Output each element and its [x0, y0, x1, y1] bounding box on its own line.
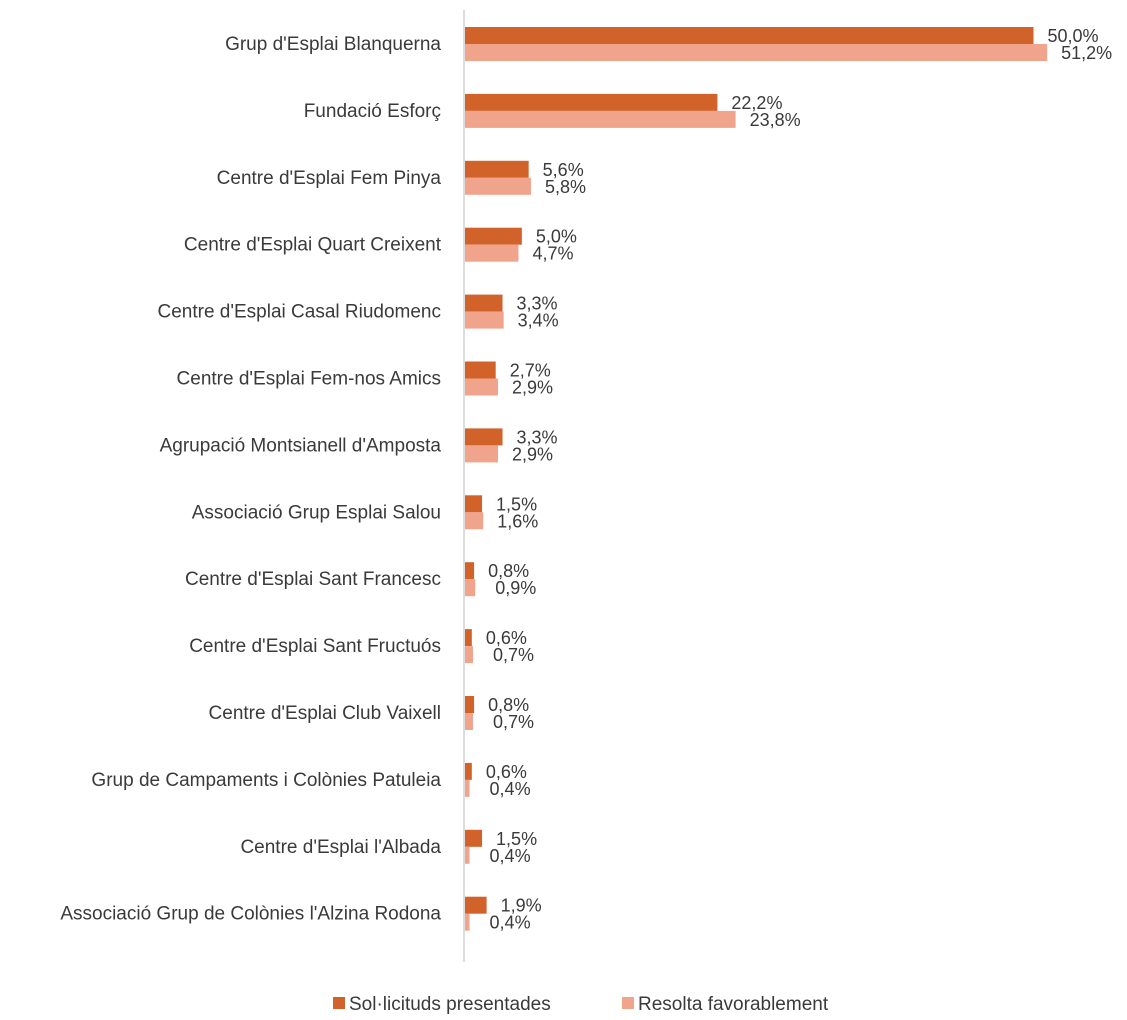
bar-resolta — [465, 512, 484, 530]
bar-presentades — [465, 562, 475, 580]
data-label: 0,7% — [493, 645, 534, 665]
data-label: 1,5% — [496, 494, 537, 514]
legend-swatch — [622, 997, 634, 1009]
bar-presentades — [465, 829, 483, 847]
bars — [465, 27, 1048, 931]
bar-resolta — [465, 779, 470, 797]
data-label: 0,6% — [486, 628, 527, 648]
data-label: 0,7% — [493, 712, 534, 732]
category-label: Associació Grup de Colònies l'Alzina Rod… — [60, 904, 441, 925]
bar-resolta — [465, 110, 736, 128]
bar-resolta — [465, 244, 519, 262]
data-label: 2,9% — [512, 378, 553, 398]
bar-resolta — [465, 579, 476, 597]
data-label: 3,4% — [518, 311, 559, 331]
legend-label: Resolta favorablement — [638, 994, 829, 1015]
legend-label: Sol·licituds presentades — [349, 994, 551, 1015]
bar-presentades — [465, 696, 475, 713]
value-labels: 50,0%51,2% 22,2%23,8% 5,6%5,8% 5,0%4,7% 3,3%… — [486, 26, 1112, 933]
data-label: 4,7% — [532, 244, 573, 264]
bar-presentades — [465, 294, 503, 312]
category-label: Grup d'Esplai Blanquerna — [225, 34, 441, 55]
bar-resolta — [465, 378, 498, 396]
category-label: Centre d'Esplai Fem Pinya — [217, 168, 442, 189]
bar-presentades — [465, 495, 483, 513]
bar-presentades — [465, 361, 496, 379]
bar-presentades — [465, 428, 503, 446]
category-label: Centre d'Esplai Sant Francesc — [185, 569, 441, 590]
legend-swatch — [333, 997, 345, 1009]
data-label: 0,8% — [488, 695, 529, 715]
category-label: Centre d'Esplai l'Albada — [240, 837, 441, 858]
bar-resolta — [465, 44, 1048, 61]
bar-presentades — [465, 27, 1034, 44]
category-label: Centre d'Esplai Casal Riudomenc — [158, 302, 442, 323]
category-labels: Grup d'Esplai Blanquerna Fundació Esforç C… — [60, 34, 441, 925]
bar-resolta — [465, 913, 470, 931]
category-label: Centre d'Esplai Sant Fructuós — [189, 636, 441, 657]
data-label: 0,4% — [490, 846, 531, 866]
data-label: 51,2% — [1061, 43, 1112, 63]
category-label: Centre d'Esplai Quart Creixent — [184, 235, 442, 256]
category-label: Agrupació Montsianell d'Amposta — [160, 435, 442, 456]
category-label: Associació Grup Esplai Salou — [192, 502, 441, 523]
bar-resolta — [465, 311, 504, 329]
data-label: 0,4% — [490, 913, 531, 933]
data-label: 50,0% — [1048, 26, 1099, 46]
data-label: 3,3% — [517, 427, 558, 447]
category-label: Grup de Campaments i Colònies Patuleia — [91, 770, 441, 791]
bar-resolta — [465, 445, 498, 463]
bar-presentades — [465, 160, 529, 178]
bar-resolta — [465, 846, 470, 864]
category-label: Fundació Esforç — [304, 101, 441, 122]
data-label: 2,7% — [510, 361, 551, 381]
category-label: Centre d'Esplai Club Vaixell — [209, 703, 441, 724]
bar-presentades — [465, 629, 472, 647]
data-label: 0,4% — [490, 779, 531, 799]
data-label: 2,9% — [512, 444, 553, 464]
bar-presentades — [465, 896, 487, 914]
bar-presentades — [465, 762, 472, 780]
legend: Sol·licituds presentades Resolta favorabl… — [333, 994, 829, 1015]
data-label: 23,8% — [750, 110, 801, 130]
data-label: 5,8% — [545, 177, 586, 197]
data-label: 22,2% — [731, 93, 782, 113]
bar-presentades — [465, 227, 522, 245]
data-label: 0,8% — [488, 561, 529, 581]
data-label: 1,9% — [501, 896, 542, 916]
bar-resolta — [465, 713, 473, 730]
bar-resolta — [465, 646, 473, 664]
data-label: 5,6% — [543, 160, 584, 180]
data-label: 0,6% — [486, 762, 527, 782]
data-label: 0,9% — [495, 578, 536, 598]
data-label: 3,3% — [517, 294, 558, 314]
category-label: Centre d'Esplai Fem-nos Amics — [177, 369, 441, 390]
data-label: 5,0% — [536, 227, 577, 247]
bar-resolta — [465, 177, 531, 195]
data-label: 1,5% — [496, 829, 537, 849]
data-label: 1,6% — [497, 511, 538, 531]
bar-presentades — [465, 93, 718, 111]
